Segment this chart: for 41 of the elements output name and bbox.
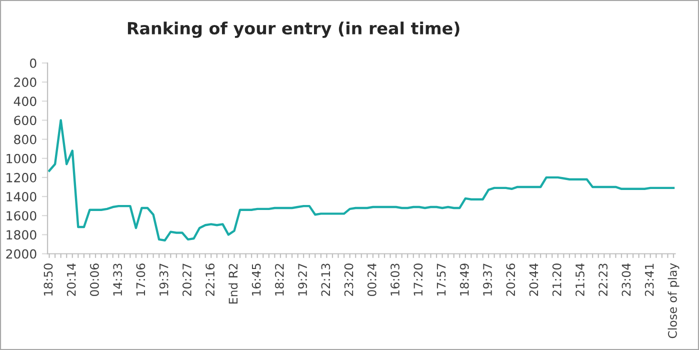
x-tick-label: 22:23 <box>598 264 608 296</box>
y-tick-label: 200 <box>14 78 36 87</box>
x-tick-label: End R2 <box>228 264 238 304</box>
y-tick-label: 400 <box>14 96 36 106</box>
y-tick-label: 1600 <box>6 211 36 221</box>
y-tick-label: 1800 <box>6 230 36 240</box>
x-tick-label: 21:54 <box>576 263 584 296</box>
x-tick-label: Close of play <box>668 263 680 338</box>
chart-title: Ranking of your entry (in real time) <box>128 22 460 38</box>
x-tick-label: 21:20 <box>552 264 562 296</box>
x-tick-label: 18:22 <box>274 264 284 296</box>
y-tick-label: 1000 <box>6 154 36 164</box>
x-tick-label: 00:24 <box>367 263 376 296</box>
x-tick-label: 18:49 <box>460 264 469 296</box>
x-tick-label: 22:16 <box>206 264 215 296</box>
x-tick-label: 19:37 <box>159 264 168 296</box>
y-tick-label: 1200 <box>6 172 36 182</box>
x-tick-label: 20:27 <box>182 264 192 296</box>
x-tick-label: 16:03 <box>390 264 400 296</box>
y-tick-label: 2000 <box>6 249 36 259</box>
x-tick-label: 18:50 <box>44 264 53 296</box>
x-tick-label: 17:06 <box>136 264 146 296</box>
x-tick-label: 19:37 <box>483 264 492 296</box>
line-series <box>48 119 675 242</box>
x-tick-label: 16:45 <box>252 264 261 296</box>
y-tick-label: 1400 <box>6 192 36 202</box>
x-tick-label: 23:20 <box>344 264 354 296</box>
y-tick-label: 0 <box>30 58 36 68</box>
x-tick-label: 17:20 <box>414 264 423 296</box>
x-tick-label: 23:41 <box>644 264 654 296</box>
x-tick-label: 20:14 <box>66 263 76 296</box>
x-tick-label: 19:27 <box>298 264 308 296</box>
y-tick-label: 600 <box>14 116 36 126</box>
x-tick-label: 20:44 <box>529 263 538 296</box>
x-tick-label: 22:13 <box>321 264 330 296</box>
x-tick-label: 23:04 <box>622 263 631 296</box>
x-tick-label: 00:06 <box>90 264 99 296</box>
x-tick-label: 20:26 <box>506 264 516 296</box>
y-tick-label: 800 <box>14 134 36 144</box>
x-tick-label: 14:33 <box>113 264 122 296</box>
x-tick-label: 17:57 <box>436 264 446 296</box>
